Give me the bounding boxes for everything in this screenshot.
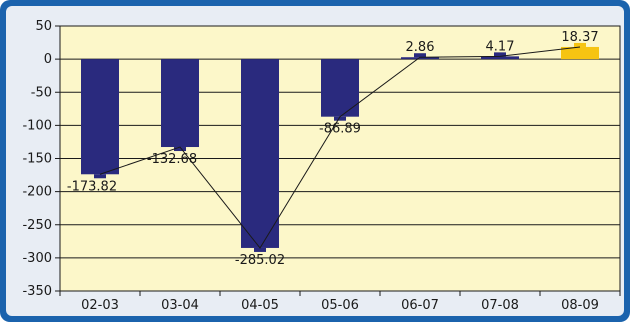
data-label: -86.89 [319, 122, 361, 137]
y-tick-label: -100 [22, 118, 52, 133]
bar-body [481, 56, 519, 60]
bar-body [321, 59, 359, 117]
x-tick-label: 05-06 [321, 298, 359, 313]
bar-cap [174, 147, 186, 152]
y-tick-label: -300 [22, 251, 52, 266]
data-label: 4.17 [486, 39, 515, 54]
data-label: 18.37 [561, 30, 598, 45]
bar-cap [334, 116, 346, 121]
bars [81, 42, 599, 252]
bar-chart: 500-50-100-150-200-250-300-350 -173.82-1… [22, 19, 621, 313]
chart-background: 50 0 -50 -100 -150 -200 -250 -300 -350 -173.82 -1… [6, 6, 624, 316]
bar-cap [254, 247, 266, 252]
x-tick-label: 04-05 [241, 298, 279, 313]
y-tick-label: -150 [22, 152, 52, 167]
x-axis: 02-03 03-04 04-05 05-06 06-07 07-08 08-09 [59, 291, 621, 313]
y-tick-label: -350 [22, 284, 52, 299]
bar-body [561, 46, 599, 60]
bar [481, 52, 519, 60]
x-tick-label: 06-07 [401, 298, 439, 313]
bar [241, 59, 279, 252]
plot-border [59, 25, 621, 292]
y-tick-label: -50 [31, 85, 52, 100]
bar-cap [94, 174, 106, 179]
x-tick-label: 03-04 [161, 298, 199, 313]
bar-cap [414, 53, 426, 58]
y-tick-label: 0 [44, 52, 52, 67]
y-tick-label: 50 [35, 19, 52, 34]
x-tick-label: 07-08 [481, 298, 519, 313]
bar-body [241, 59, 279, 248]
bar [321, 59, 359, 121]
bar [401, 53, 439, 60]
bar-cap [574, 42, 586, 47]
y-axis: 50 0 -50 -100 -150 -200 -250 -300 -350 [22, 19, 60, 299]
bar-body [401, 57, 439, 60]
bar [81, 59, 119, 179]
bar [561, 42, 599, 60]
data-label: -285.02 [235, 253, 285, 268]
x-tick-label: 02-03 [81, 298, 119, 313]
bar [161, 59, 199, 152]
data-label: 2.86 [406, 40, 435, 55]
y-tick-label: -200 [22, 185, 52, 200]
bar-body [161, 59, 199, 148]
bar-cap [494, 52, 506, 57]
y-tick-label: -250 [22, 218, 52, 233]
data-labels: -173.82 -132.68 -285.02 -86.89 2.86 4.17 18.37 [67, 30, 599, 268]
bar-body [81, 59, 119, 175]
data-label: -132.68 [147, 152, 197, 167]
data-label: -173.82 [67, 179, 117, 194]
x-tick-label: 08-09 [561, 298, 599, 313]
connecting-line [99, 46, 581, 249]
